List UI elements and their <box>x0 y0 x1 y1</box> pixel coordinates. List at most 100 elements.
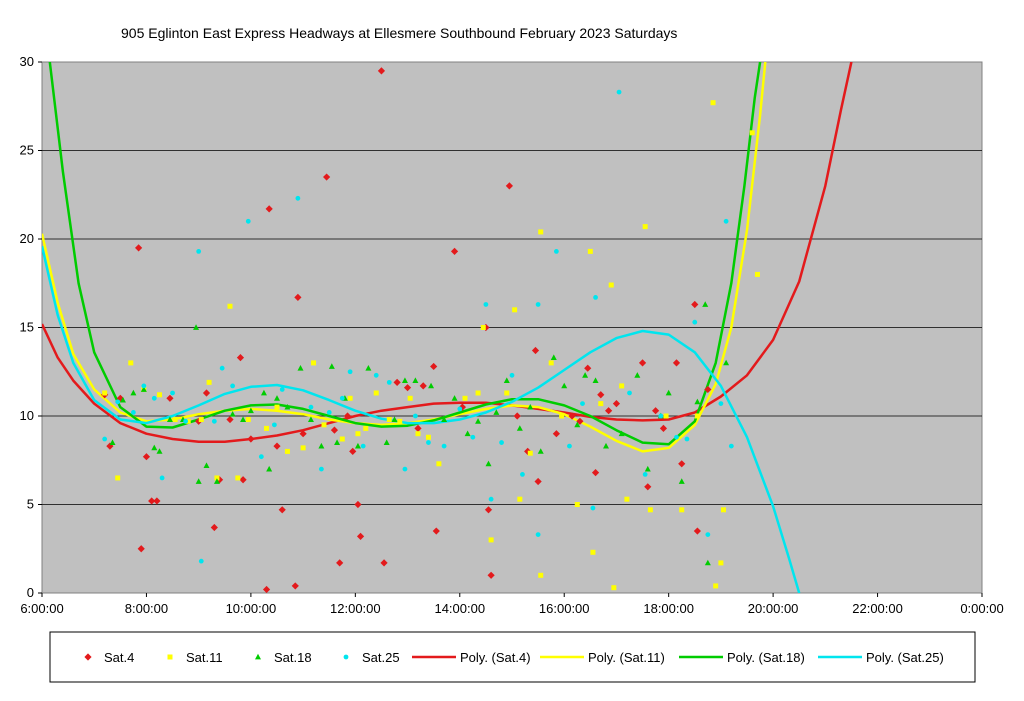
data-point <box>642 472 648 477</box>
x-tick-label: 12:00:00 <box>330 601 381 616</box>
y-tick-label: 20 <box>20 231 34 246</box>
data-point <box>106 442 114 450</box>
data-point <box>284 403 291 410</box>
data-point <box>202 389 211 397</box>
data-point <box>693 527 701 535</box>
trendline-poly-sat-25 <box>42 245 801 593</box>
data-point <box>156 448 163 454</box>
data-point <box>172 417 178 423</box>
data-point <box>705 532 711 537</box>
data-point <box>373 372 379 378</box>
x-tick-label: 8:00:00 <box>125 601 168 616</box>
data-point <box>608 282 614 288</box>
x-tick-label: 16:00:00 <box>539 601 590 616</box>
data-point <box>401 377 408 383</box>
legend-label: Sat.11 <box>186 650 223 665</box>
data-point <box>386 417 392 423</box>
data-point <box>499 440 504 445</box>
data-point <box>297 365 304 371</box>
data-point <box>488 537 494 543</box>
data-point <box>665 389 672 396</box>
x-tick-label: 20:00:00 <box>748 601 799 616</box>
data-point <box>754 271 760 277</box>
data-point <box>360 443 366 449</box>
data-point <box>436 461 442 467</box>
data-point <box>534 477 542 486</box>
data-point <box>574 421 581 428</box>
data-point <box>236 353 245 362</box>
data-point <box>663 413 669 419</box>
data-point <box>527 403 534 410</box>
data-point <box>457 406 463 412</box>
data-point <box>516 425 523 431</box>
legend-label: Sat.25 <box>362 650 400 665</box>
data-point <box>462 395 468 401</box>
legend-marker <box>84 653 92 661</box>
data-point <box>428 382 435 389</box>
data-point <box>580 401 585 407</box>
data-point <box>214 475 220 481</box>
data-point <box>264 425 270 431</box>
data-point <box>195 478 202 484</box>
data-point <box>347 369 353 375</box>
legend-item: Sat.25 <box>343 650 400 665</box>
legend-label: Poly. (Sat.18) <box>727 650 805 665</box>
legend-label: Sat.18 <box>274 650 312 665</box>
data-point <box>458 403 466 411</box>
data-point <box>166 394 174 402</box>
data-point <box>642 224 648 230</box>
data-point <box>299 430 307 438</box>
data-point <box>414 424 422 432</box>
data-point <box>674 434 679 440</box>
data-point <box>592 377 599 383</box>
y-tick-label: 15 <box>20 320 34 335</box>
data-point <box>151 395 157 401</box>
data-point <box>652 407 660 415</box>
data-point <box>704 559 711 566</box>
data-point <box>441 443 447 449</box>
data-point <box>230 383 236 389</box>
y-tick-label: 25 <box>20 143 34 158</box>
data-point <box>484 506 493 514</box>
data-point <box>274 404 280 410</box>
data-point <box>397 418 403 424</box>
data-point <box>258 454 264 460</box>
data-point <box>137 545 145 553</box>
data-point <box>702 301 709 307</box>
data-point <box>624 496 630 502</box>
data-point <box>512 307 518 313</box>
data-point <box>247 435 255 443</box>
data-point <box>503 377 510 383</box>
data-point <box>634 372 641 378</box>
data-point <box>330 426 339 434</box>
legend-item: Sat.18 <box>255 650 312 665</box>
data-point <box>339 395 345 401</box>
series-sat-11 <box>102 100 760 591</box>
legend-item: Sat.11 <box>167 650 223 665</box>
data-point <box>151 444 158 451</box>
data-point <box>153 497 161 505</box>
data-point <box>644 483 652 491</box>
legend-item: Poly. (Sat.4) <box>412 650 531 665</box>
data-point <box>616 89 622 95</box>
data-point <box>684 436 690 442</box>
data-point <box>321 422 327 428</box>
y-axis-ticks: 0 5 10 15 20 25 30 <box>20 54 42 600</box>
data-point <box>215 476 224 484</box>
data-point <box>141 383 147 389</box>
data-point <box>584 364 592 372</box>
legend-item: Sat.4 <box>84 650 134 665</box>
x-tick-label: 18:00:00 <box>643 601 694 616</box>
data-point <box>710 100 716 106</box>
data-point <box>354 500 362 509</box>
data-point <box>590 505 596 511</box>
data-point <box>638 359 647 367</box>
y-tick-label: 5 <box>27 497 34 512</box>
data-point <box>211 418 217 424</box>
data-point <box>509 372 515 378</box>
data-point <box>618 430 625 437</box>
data-point <box>128 360 134 366</box>
data-point <box>559 413 565 419</box>
data-points <box>101 67 760 593</box>
data-point <box>279 387 285 392</box>
